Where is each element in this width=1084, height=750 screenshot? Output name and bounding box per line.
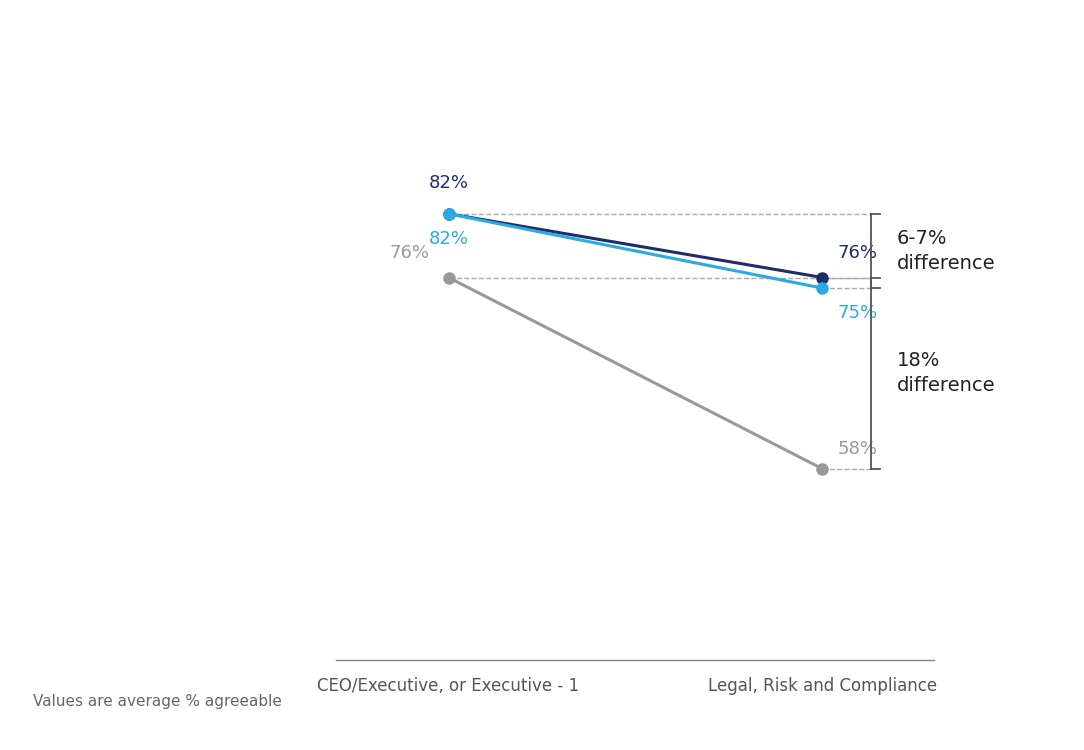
Text: 82%: 82% bbox=[428, 175, 468, 193]
Text: 76%: 76% bbox=[390, 244, 430, 262]
Text: 58%: 58% bbox=[837, 440, 877, 458]
Text: Values are average % agreeable: Values are average % agreeable bbox=[33, 694, 282, 709]
Text: 82%: 82% bbox=[428, 230, 468, 248]
Text: 76%: 76% bbox=[837, 244, 877, 262]
Text: 75%: 75% bbox=[837, 304, 877, 322]
Text: 6-7%
difference: 6-7% difference bbox=[898, 229, 996, 273]
Text: 18%
difference: 18% difference bbox=[898, 351, 996, 395]
